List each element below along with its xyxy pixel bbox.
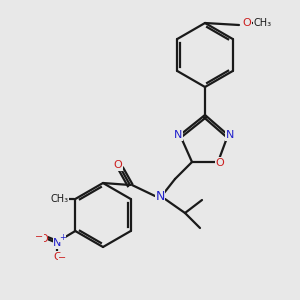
Text: N: N [226,130,234,140]
Text: CH₃: CH₃ [254,18,272,28]
Text: O: O [216,158,224,168]
Text: O: O [39,234,48,244]
Text: −: − [58,253,66,263]
Text: O: O [243,18,251,28]
Text: N: N [53,238,61,248]
Text: N: N [174,130,182,140]
Text: +: + [59,232,66,242]
Text: CH₃: CH₃ [50,194,68,204]
Text: N: N [155,190,165,202]
Text: O: O [53,252,62,262]
Text: N: N [155,190,165,202]
Text: −: − [35,232,43,242]
Text: O: O [114,160,122,170]
